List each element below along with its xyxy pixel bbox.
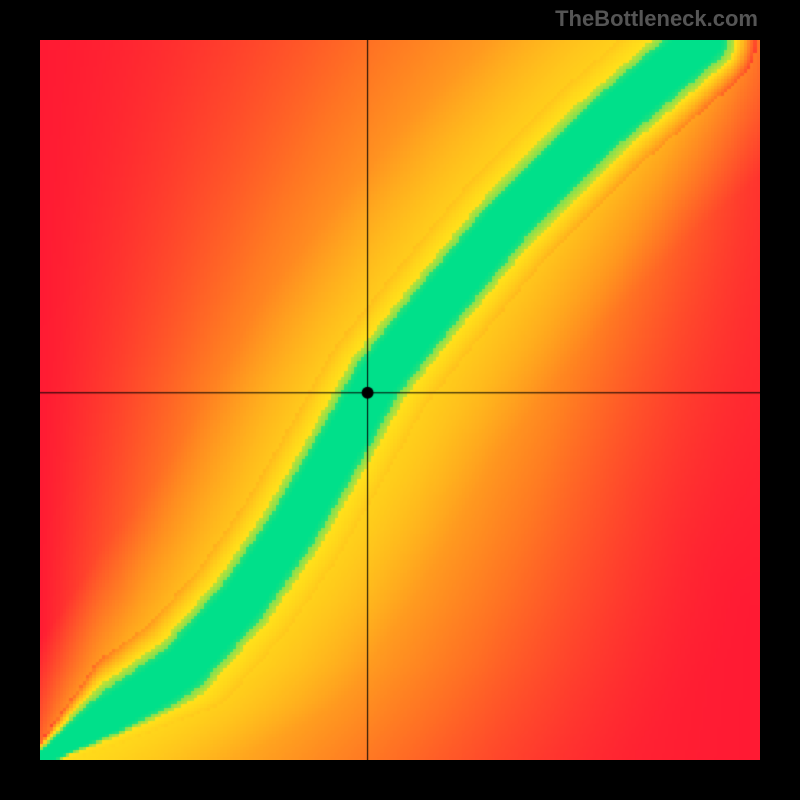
heatmap-canvas (40, 40, 760, 760)
watermark-text: TheBottleneck.com (555, 6, 758, 32)
